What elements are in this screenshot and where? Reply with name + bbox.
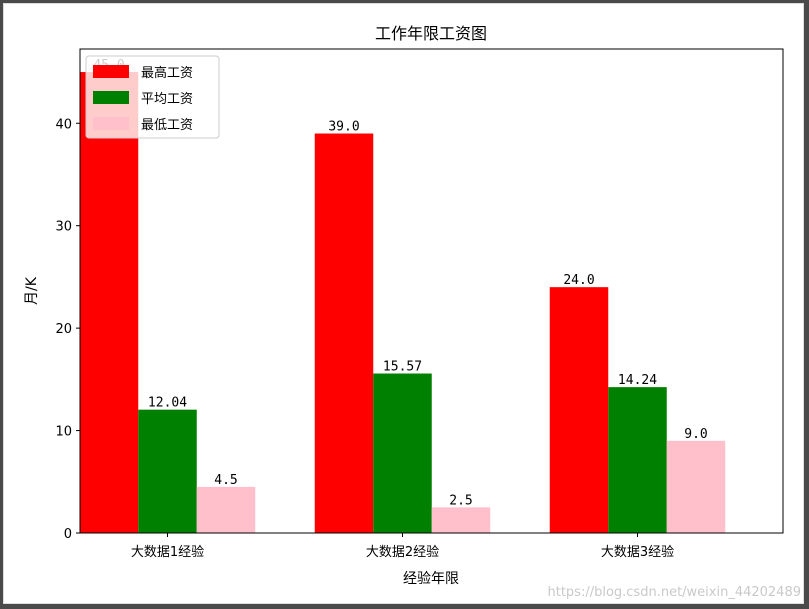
y-tick-label: 30	[55, 220, 72, 235]
legend-swatch	[93, 91, 129, 104]
x-tick-label: 大数据3经验	[601, 544, 674, 560]
bar-chart: 工作年限工资图 45.039.024.012.0415.5714.244.52.…	[24, 24, 801, 600]
bar-1-1	[79, 72, 139, 534]
x-axis: 大数据1经验 大数据2经验 大数据3经验	[131, 533, 674, 560]
legend-label: 最高工资	[141, 65, 193, 81]
y-tick-label: 20	[55, 322, 72, 337]
bar-1-2	[314, 133, 374, 533]
bar-2-3	[608, 387, 667, 533]
bar-value-label: 12.04	[148, 396, 187, 411]
bar-value-label: 2.5	[449, 493, 472, 508]
y-tick-label: 10	[55, 425, 72, 440]
bar-3-1	[196, 486, 256, 533]
bar-value-label: 24.0	[563, 273, 594, 288]
bar-value-label: 9.0	[684, 427, 707, 442]
bar-value-label: 15.57	[383, 360, 422, 375]
y-tick-label: 40	[55, 117, 72, 132]
legend-label: 平均工资	[141, 92, 193, 107]
y-tick-label: 0	[64, 527, 72, 542]
x-axis-label: 经验年限	[403, 571, 459, 587]
chart-frame: 工作年限工资图 45.039.024.012.0415.5714.244.52.…	[3, 3, 804, 604]
bar-2-2	[373, 373, 432, 533]
watermark-text: https://blog.csdn.net/weixin_44202489	[547, 585, 801, 600]
bars-group	[79, 72, 726, 534]
bar-1-3	[549, 287, 609, 533]
bar-3-3	[666, 440, 726, 533]
legend-swatch	[93, 117, 129, 130]
y-axis: 0 10 20 30 40	[55, 117, 80, 542]
y-axis-label: 月/K	[24, 276, 40, 305]
bar-value-label: 4.5	[214, 473, 237, 488]
x-tick-label: 大数据2经验	[366, 544, 439, 560]
legend-label: 最低工资	[141, 118, 193, 133]
bar-2-1	[138, 409, 197, 533]
bar-value-label: 39.0	[328, 120, 359, 135]
chart-title: 工作年限工资图	[375, 24, 487, 43]
legend-swatch	[93, 65, 129, 78]
bar-value-label: 14.24	[618, 373, 657, 388]
x-tick-label: 大数据1经验	[131, 544, 204, 560]
bar-3-2	[431, 507, 491, 533]
plot-area	[79, 48, 784, 534]
